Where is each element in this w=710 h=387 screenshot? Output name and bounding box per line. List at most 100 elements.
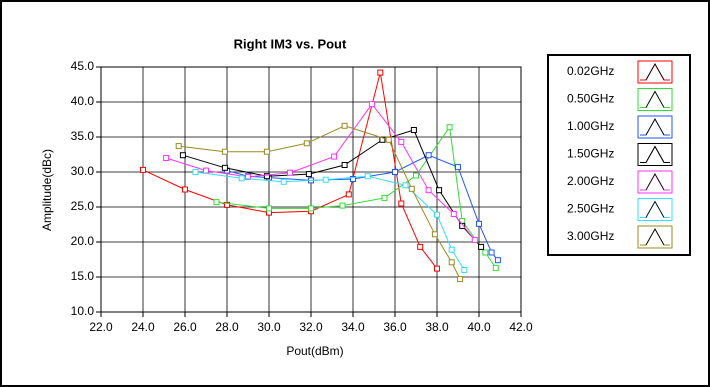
point-marker	[179, 152, 186, 159]
point-marker	[482, 249, 489, 256]
point-marker	[308, 205, 314, 212]
point-marker	[263, 148, 270, 155]
point-marker	[494, 257, 501, 264]
point-marker	[266, 205, 272, 212]
legend-label: 1.50GHz	[567, 147, 614, 161]
point-marker	[457, 276, 464, 283]
point-marker	[436, 187, 443, 194]
x-tick-label: 26.0	[173, 320, 197, 334]
y-tick-label: 30.0	[71, 164, 95, 178]
point-marker	[238, 175, 245, 182]
point-marker	[448, 259, 455, 266]
x-tick-label: 28.0	[215, 320, 239, 334]
point-marker	[476, 220, 482, 227]
legend-swatch	[637, 170, 673, 194]
legend-swatch	[637, 198, 673, 221]
series-line	[165, 103, 476, 241]
legend-icon-outline	[645, 145, 665, 163]
legend-icon-outline	[645, 63, 665, 81]
point-marker	[446, 124, 453, 131]
point-marker	[368, 101, 375, 108]
point-marker	[417, 243, 424, 250]
point-marker	[455, 164, 461, 171]
legend-icon-outline	[645, 200, 665, 218]
legend-swatch	[637, 115, 673, 139]
point-marker	[402, 182, 409, 189]
x-tick-label: 40.0	[467, 320, 491, 334]
point-marker	[339, 202, 346, 209]
x-tick-label: 32.0	[299, 320, 323, 334]
point-marker	[408, 185, 415, 192]
point-marker	[221, 148, 228, 155]
chart-title: Right IM3 vs. Pout	[234, 36, 347, 51]
point-marker	[213, 199, 220, 206]
point-marker	[413, 172, 419, 179]
legend-swatch	[637, 225, 673, 249]
y-tick-label: 25.0	[71, 199, 95, 213]
point-marker	[381, 194, 388, 201]
legend-label: 2.50GHz	[567, 202, 614, 216]
point-marker	[459, 222, 466, 229]
point-marker	[305, 171, 312, 178]
y-tick-label: 45.0	[71, 59, 95, 73]
legend-icon-outline	[645, 228, 665, 246]
legend-icon-outline	[645, 173, 665, 191]
x-tick-label: 34.0	[341, 320, 365, 334]
point-marker	[341, 122, 348, 129]
x-tick-label: 22.0	[89, 320, 113, 334]
point-marker	[385, 136, 392, 143]
point-marker	[245, 173, 251, 180]
x-axis-label: Pout(dBm)	[286, 344, 343, 358]
point-marker	[410, 127, 417, 133]
point-marker	[163, 155, 170, 161]
legend-label: 2.00GHz	[567, 174, 614, 188]
legend-label: 1.00GHz	[567, 119, 614, 133]
y-tick-label: 20.0	[71, 234, 95, 248]
x-tick-label: 42.0	[509, 320, 533, 334]
x-tick-label: 30.0	[257, 320, 281, 334]
point-marker	[175, 143, 182, 150]
point-marker	[398, 138, 405, 145]
point-marker	[364, 173, 371, 180]
point-marker	[461, 267, 468, 273]
x-tick-label: 38.0	[425, 320, 449, 334]
x-tick-label: 24.0	[131, 320, 155, 334]
series-line	[216, 125, 497, 269]
point-marker	[322, 176, 329, 183]
point-marker	[224, 201, 230, 208]
point-marker	[345, 191, 352, 198]
legend-label: 3.00GHz	[567, 229, 614, 243]
legend-swatch	[637, 143, 673, 166]
point-marker	[471, 236, 478, 243]
x-tick-label: 36.0	[383, 320, 407, 334]
point-marker	[303, 140, 310, 147]
point-marker	[398, 200, 405, 207]
legend-label: 0.02GHz	[567, 64, 614, 78]
legend-icon-outline	[645, 90, 665, 108]
point-marker	[331, 153, 338, 160]
point-marker	[425, 152, 432, 159]
point-marker	[350, 176, 356, 182]
point-marker	[392, 169, 398, 175]
point-marker	[434, 211, 440, 218]
legend-label: 0.50GHz	[567, 92, 614, 106]
series-line	[178, 125, 461, 280]
point-marker	[221, 164, 228, 171]
point-marker	[488, 249, 495, 256]
point-marker	[192, 169, 199, 175]
point-marker	[431, 231, 438, 238]
y-tick-label: 10.0	[71, 304, 95, 318]
y-tick-label: 15.0	[71, 269, 95, 283]
point-marker	[140, 166, 146, 173]
point-marker	[434, 265, 440, 272]
y-axis-label: Amplitude(dBc)	[40, 149, 54, 231]
point-marker	[492, 264, 499, 271]
legend-swatch	[637, 60, 673, 84]
point-marker	[287, 169, 293, 176]
point-marker	[377, 69, 384, 76]
legend-swatch	[637, 88, 673, 111]
series-line	[142, 72, 438, 269]
point-marker	[450, 211, 457, 217]
series-line	[182, 129, 482, 248]
